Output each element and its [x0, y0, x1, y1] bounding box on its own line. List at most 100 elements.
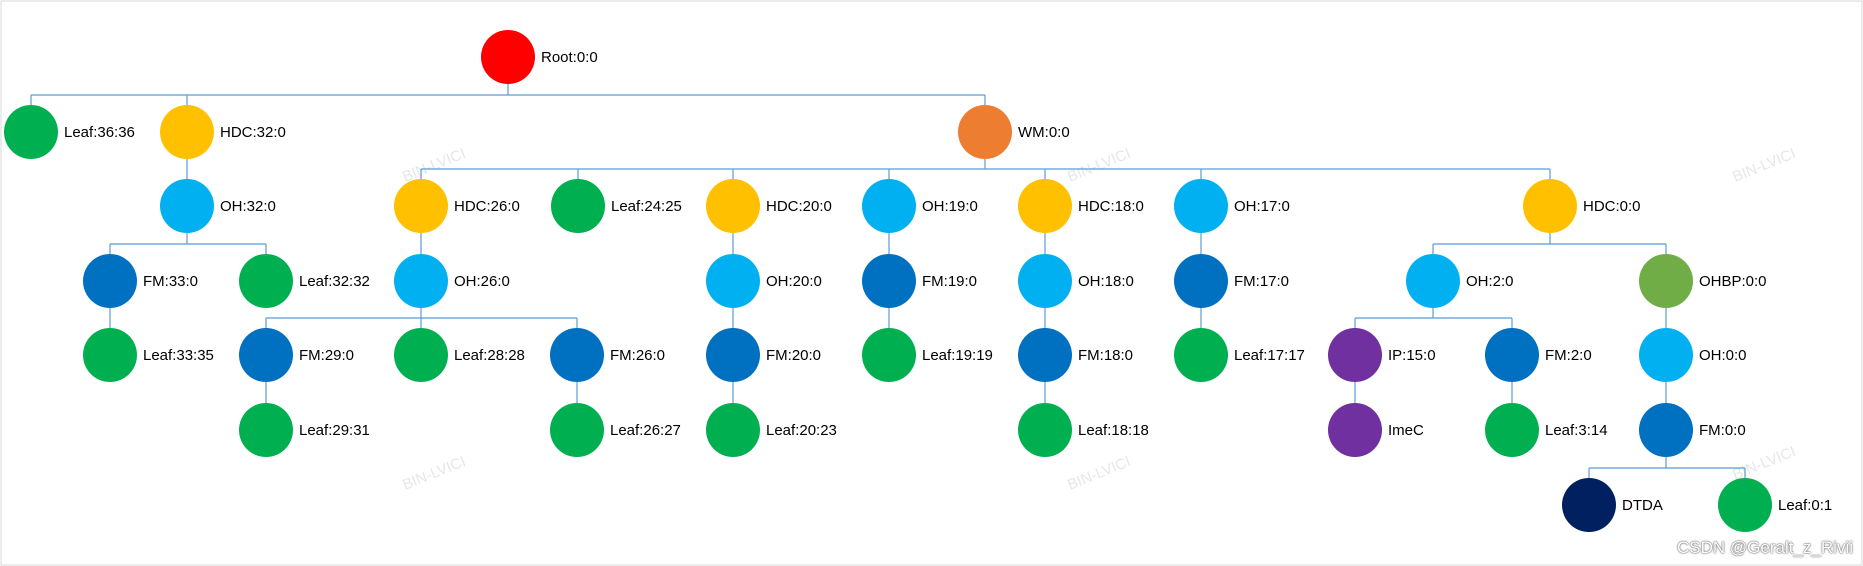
node-circle	[862, 254, 916, 308]
node-label: OH:32:0	[220, 198, 276, 215]
node-leaf2425: Leaf:24:25	[551, 179, 682, 233]
node-label: Leaf:19:19	[922, 347, 993, 364]
node-label: Leaf:20:23	[766, 422, 837, 439]
node-circle	[239, 254, 293, 308]
node-circle	[1174, 254, 1228, 308]
node-circle	[239, 328, 293, 382]
node-label: FM:17:0	[1234, 273, 1289, 290]
node-circle	[1485, 403, 1539, 457]
node-circle	[83, 254, 137, 308]
node-label: FM:19:0	[922, 273, 977, 290]
node-label: Leaf:36:36	[64, 124, 135, 141]
node-fm17: FM:17:0	[1174, 254, 1289, 308]
node-circle	[862, 179, 916, 233]
node-label: OH:20:0	[766, 273, 822, 290]
node-circle	[394, 254, 448, 308]
node-ip15: IP:15:0	[1328, 328, 1436, 382]
node-fm33: FM:33:0	[83, 254, 198, 308]
node-circle	[1639, 254, 1693, 308]
node-oh18: OH:18:0	[1018, 254, 1134, 308]
node-circle	[706, 403, 760, 457]
node-label: OH:0:0	[1699, 347, 1747, 364]
node-oh26: OH:26:0	[394, 254, 510, 308]
node-label: Leaf:0:1	[1778, 497, 1832, 514]
node-leaf36: Leaf:36:36	[4, 105, 135, 159]
node-label: FM:0:0	[1699, 422, 1746, 439]
node-circle	[1485, 328, 1539, 382]
node-leaf2627: Leaf:26:27	[550, 403, 681, 457]
node-label: Leaf:18:18	[1078, 422, 1149, 439]
node-label: OH:19:0	[922, 198, 978, 215]
node-circle	[83, 328, 137, 382]
node-label: OH:26:0	[454, 273, 510, 290]
node-label: FM:33:0	[143, 273, 198, 290]
node-dtda: DTDA	[1562, 478, 1663, 532]
node-label: Leaf:24:25	[611, 198, 682, 215]
node-ohbp: OHBP:0:0	[1639, 254, 1767, 308]
node-label: Root:0:0	[541, 49, 598, 66]
node-label: HDC:20:0	[766, 198, 832, 215]
node-label: OH:18:0	[1078, 273, 1134, 290]
node-leaf1919: Leaf:19:19	[862, 328, 993, 382]
node-circle	[1639, 403, 1693, 457]
node-label: Leaf:26:27	[610, 422, 681, 439]
node-label: Leaf:17:17	[1234, 347, 1305, 364]
node-circle	[1018, 254, 1072, 308]
node-circle	[550, 328, 604, 382]
node-hdc26: HDC:26:0	[394, 179, 520, 233]
node-circle	[706, 328, 760, 382]
node-oh20: OH:20:0	[706, 254, 822, 308]
node-circle	[1523, 179, 1577, 233]
node-wm: WM:0:0	[958, 105, 1070, 159]
node-label: Leaf:3:14	[1545, 422, 1608, 439]
node-label: HDC:0:0	[1583, 198, 1641, 215]
node-fm20: FM:20:0	[706, 328, 821, 382]
node-hdc32: HDC:32:0	[160, 105, 286, 159]
node-oh19: OH:19:0	[862, 179, 978, 233]
node-label: FM:26:0	[610, 347, 665, 364]
node-circle	[550, 403, 604, 457]
node-circle	[481, 30, 535, 84]
node-circle	[551, 179, 605, 233]
node-circle	[4, 105, 58, 159]
node-imec: ImeC	[1328, 403, 1424, 457]
node-label: DTDA	[1622, 497, 1663, 514]
node-oh17: OH:17:0	[1174, 179, 1290, 233]
node-leaf2931: Leaf:29:31	[239, 403, 370, 457]
node-oh2: OH:2:0	[1406, 254, 1514, 308]
node-label: ImeC	[1388, 422, 1424, 439]
node-label: Leaf:28:28	[454, 347, 525, 364]
node-circle	[958, 105, 1012, 159]
node-label: FM:2:0	[1545, 347, 1592, 364]
node-label: Leaf:32:32	[299, 273, 370, 290]
node-circle	[394, 328, 448, 382]
node-fm2: FM:2:0	[1485, 328, 1592, 382]
node-hdc20: HDC:20:0	[706, 179, 832, 233]
node-label: IP:15:0	[1388, 347, 1436, 364]
node-circle	[1562, 478, 1616, 532]
node-label: FM:20:0	[766, 347, 821, 364]
node-circle	[160, 105, 214, 159]
node-leaf01: Leaf:0:1	[1718, 478, 1832, 532]
node-label: FM:29:0	[299, 347, 354, 364]
node-circle	[1018, 179, 1072, 233]
node-circle	[862, 328, 916, 382]
node-leaf3335: Leaf:33:35	[83, 328, 214, 382]
node-circle	[1018, 328, 1072, 382]
node-label: WM:0:0	[1018, 124, 1070, 141]
node-label: OH:2:0	[1466, 273, 1514, 290]
node-hdc18: HDC:18:0	[1018, 179, 1144, 233]
node-leaf2828: Leaf:28:28	[394, 328, 525, 382]
node-fm18: FM:18:0	[1018, 328, 1133, 382]
node-circle	[239, 403, 293, 457]
node-circle	[1328, 403, 1382, 457]
node-label: OHBP:0:0	[1699, 273, 1767, 290]
node-fm26: FM:26:0	[550, 328, 665, 382]
node-circle	[1406, 254, 1460, 308]
nodes: Root:0:0 Leaf:36:36 HDC:32:0 WM:0:0 OH:32:0 F…	[4, 30, 1832, 532]
node-hdc0: HDC:0:0	[1523, 179, 1641, 233]
node-leaf3232: Leaf:32:32	[239, 254, 370, 308]
node-label: HDC:18:0	[1078, 198, 1144, 215]
node-circle	[1174, 328, 1228, 382]
